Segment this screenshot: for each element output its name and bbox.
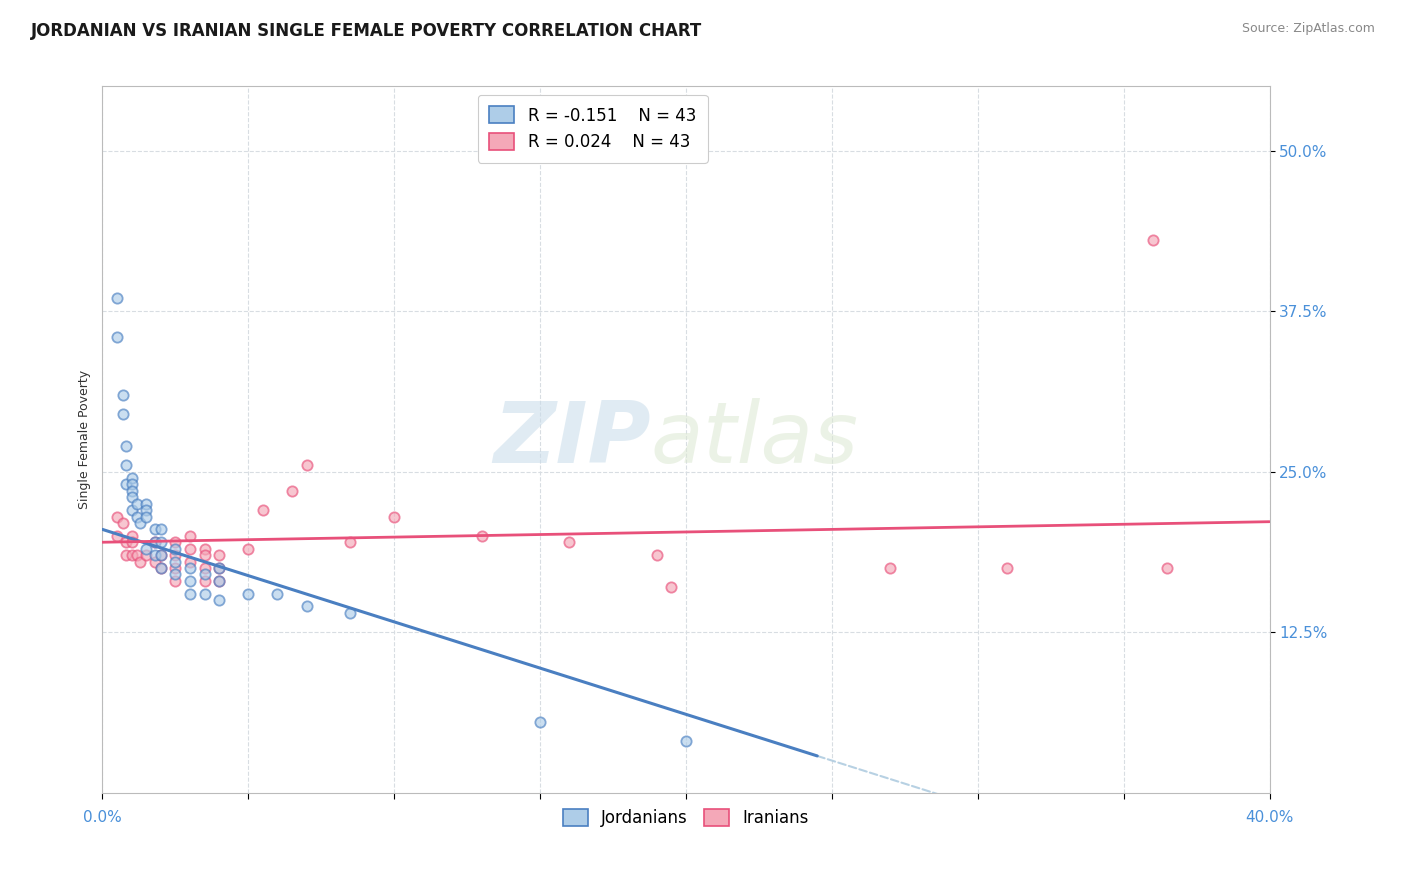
Point — [149, 561, 172, 575]
Text: JORDANIAN VS IRANIAN SINGLE FEMALE POVERTY CORRELATION CHART: JORDANIAN VS IRANIAN SINGLE FEMALE POVER… — [31, 22, 702, 40]
Point — [238, 586, 260, 600]
Point — [208, 548, 231, 562]
Point — [193, 586, 215, 600]
Point — [129, 554, 152, 568]
Point — [675, 734, 697, 748]
Point — [295, 458, 318, 473]
Point — [121, 535, 143, 549]
Point — [1156, 561, 1178, 575]
Point — [121, 483, 143, 498]
Point — [111, 407, 134, 421]
Text: Source: ZipAtlas.com: Source: ZipAtlas.com — [1241, 22, 1375, 36]
Point — [266, 586, 288, 600]
Point — [193, 567, 215, 582]
Point — [179, 561, 201, 575]
Point — [558, 535, 581, 549]
Point — [529, 714, 551, 729]
Point — [114, 548, 136, 562]
Point — [121, 491, 143, 505]
Point — [127, 509, 149, 524]
Point — [111, 516, 134, 530]
Point — [143, 535, 166, 549]
Point — [114, 458, 136, 473]
Point — [1142, 234, 1164, 248]
Point — [193, 561, 215, 575]
Point — [165, 561, 187, 575]
Y-axis label: Single Female Poverty: Single Female Poverty — [79, 370, 91, 509]
Point — [121, 503, 143, 517]
Point — [659, 580, 682, 594]
Point — [208, 574, 231, 588]
Point — [995, 561, 1018, 575]
Point — [105, 330, 128, 344]
Point — [135, 497, 157, 511]
Point — [149, 535, 172, 549]
Point — [382, 509, 405, 524]
Point — [149, 548, 172, 562]
Point — [208, 561, 231, 575]
Point — [121, 477, 143, 491]
Point — [111, 387, 134, 401]
Point — [339, 606, 361, 620]
Point — [193, 574, 215, 588]
Point — [129, 516, 152, 530]
Point — [281, 483, 304, 498]
Point — [165, 567, 187, 582]
Point — [149, 548, 172, 562]
Point — [165, 548, 187, 562]
Point — [114, 535, 136, 549]
Point — [165, 554, 187, 568]
Point — [114, 477, 136, 491]
Point — [471, 529, 494, 543]
Legend: Jordanians, Iranians: Jordanians, Iranians — [555, 802, 815, 834]
Point — [135, 548, 157, 562]
Point — [208, 574, 231, 588]
Point — [645, 548, 668, 562]
Point — [165, 541, 187, 556]
Point — [114, 439, 136, 453]
Point — [193, 541, 215, 556]
Point — [105, 291, 128, 305]
Text: atlas: atlas — [651, 398, 859, 481]
Point — [121, 529, 143, 543]
Text: 40.0%: 40.0% — [1246, 810, 1294, 825]
Point — [143, 522, 166, 536]
Point — [105, 509, 128, 524]
Point — [208, 593, 231, 607]
Point — [149, 561, 172, 575]
Point — [339, 535, 361, 549]
Point — [179, 541, 201, 556]
Point — [143, 554, 166, 568]
Point — [143, 548, 166, 562]
Point — [165, 535, 187, 549]
Point — [135, 541, 157, 556]
Point — [121, 548, 143, 562]
Text: ZIP: ZIP — [494, 398, 651, 481]
Point — [179, 554, 201, 568]
Point — [105, 529, 128, 543]
Point — [121, 471, 143, 485]
Point — [149, 522, 172, 536]
Point — [127, 548, 149, 562]
Point — [179, 574, 201, 588]
Point — [295, 599, 318, 614]
Point — [127, 497, 149, 511]
Point — [179, 586, 201, 600]
Point — [143, 535, 166, 549]
Point — [238, 541, 260, 556]
Point — [135, 509, 157, 524]
Point — [165, 574, 187, 588]
Text: 0.0%: 0.0% — [83, 810, 122, 825]
Point — [208, 561, 231, 575]
Point — [179, 529, 201, 543]
Point — [879, 561, 901, 575]
Point — [252, 503, 274, 517]
Point — [193, 548, 215, 562]
Point — [135, 503, 157, 517]
